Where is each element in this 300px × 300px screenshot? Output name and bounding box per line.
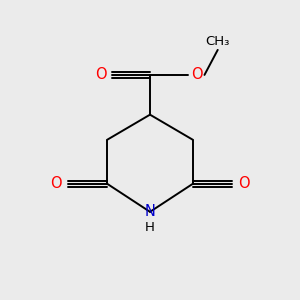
Text: N: N [145, 204, 155, 219]
Text: O: O [95, 68, 107, 82]
Text: CH₃: CH₃ [206, 35, 230, 48]
Text: O: O [238, 176, 249, 191]
Text: O: O [191, 68, 203, 82]
Text: O: O [51, 176, 62, 191]
Text: H: H [145, 220, 155, 234]
